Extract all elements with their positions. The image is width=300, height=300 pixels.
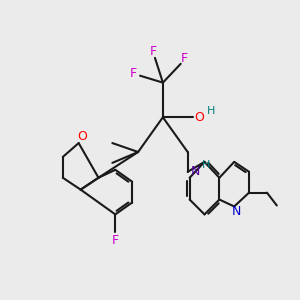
Text: N: N bbox=[232, 205, 241, 218]
Text: N: N bbox=[191, 165, 200, 178]
Text: O: O bbox=[78, 130, 88, 142]
Text: F: F bbox=[181, 52, 188, 65]
Text: O: O bbox=[195, 111, 205, 124]
Text: F: F bbox=[112, 234, 119, 247]
Text: H: H bbox=[207, 106, 216, 116]
Text: H: H bbox=[202, 160, 211, 170]
Text: F: F bbox=[149, 45, 157, 58]
Text: F: F bbox=[130, 67, 137, 80]
